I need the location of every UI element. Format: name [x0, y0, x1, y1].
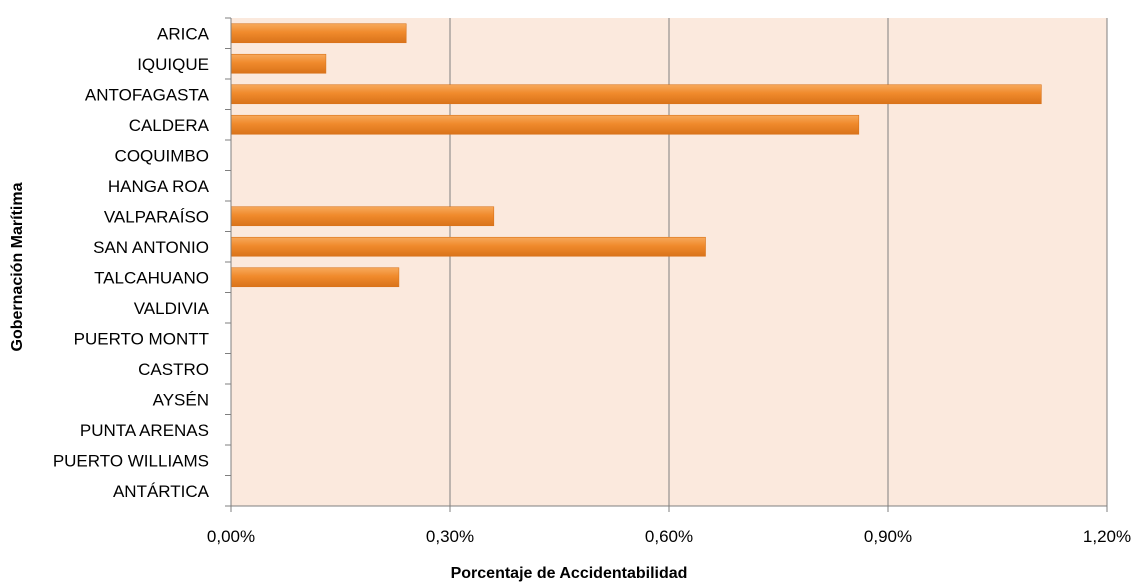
category-label: PUERTO WILLIAMS: [53, 451, 209, 470]
bar: [230, 236, 706, 257]
x-tick-label: 0,90%: [864, 527, 912, 546]
tick-labels: 0,00% 0,30% 0,60% 0,90% 1,20%: [207, 527, 1131, 546]
bar: [230, 23, 407, 44]
bar: [230, 53, 327, 74]
x-tick-label: 0,60%: [645, 527, 693, 546]
y-axis-title: Gobernación Marítima: [9, 182, 26, 351]
category-label: CALDERA: [129, 116, 210, 135]
category-label: CASTRO: [138, 360, 209, 379]
category-label: ANTOFAGASTA: [85, 85, 210, 104]
category-label: ANTÁRTICA: [113, 482, 210, 501]
category-label: ARICA: [157, 24, 210, 43]
category-label: VALDIVIA: [134, 299, 210, 318]
category-label: PUNTA ARENAS: [80, 421, 209, 440]
bar: [230, 206, 495, 227]
x-tick-label: 0,30%: [426, 527, 474, 546]
x-axis-title: Porcentaje de Accidentabilidad: [451, 565, 688, 582]
bars: [230, 23, 1042, 288]
bar: [230, 267, 400, 288]
x-tick-label: 0,00%: [207, 527, 255, 546]
category-label: VALPARAÍSO: [104, 207, 209, 226]
x-tick-label: 1,20%: [1083, 527, 1131, 546]
category-label: SAN ANTONIO: [93, 238, 209, 257]
category-label: TALCAHUANO: [94, 268, 209, 287]
category-label: IQUIQUE: [137, 55, 209, 74]
bar: [230, 114, 860, 135]
category-label: HANGA ROA: [108, 177, 210, 196]
bar: [230, 84, 1042, 105]
axes: [225, 17, 1108, 512]
category-label: PUERTO MONTT: [74, 329, 209, 348]
category-labels: ARICA IQUIQUE ANTOFAGASTA CALDERA COQUIMBO HA…: [53, 24, 210, 501]
category-label: AYSÉN: [153, 390, 209, 409]
category-label: COQUIMBO: [115, 146, 209, 165]
